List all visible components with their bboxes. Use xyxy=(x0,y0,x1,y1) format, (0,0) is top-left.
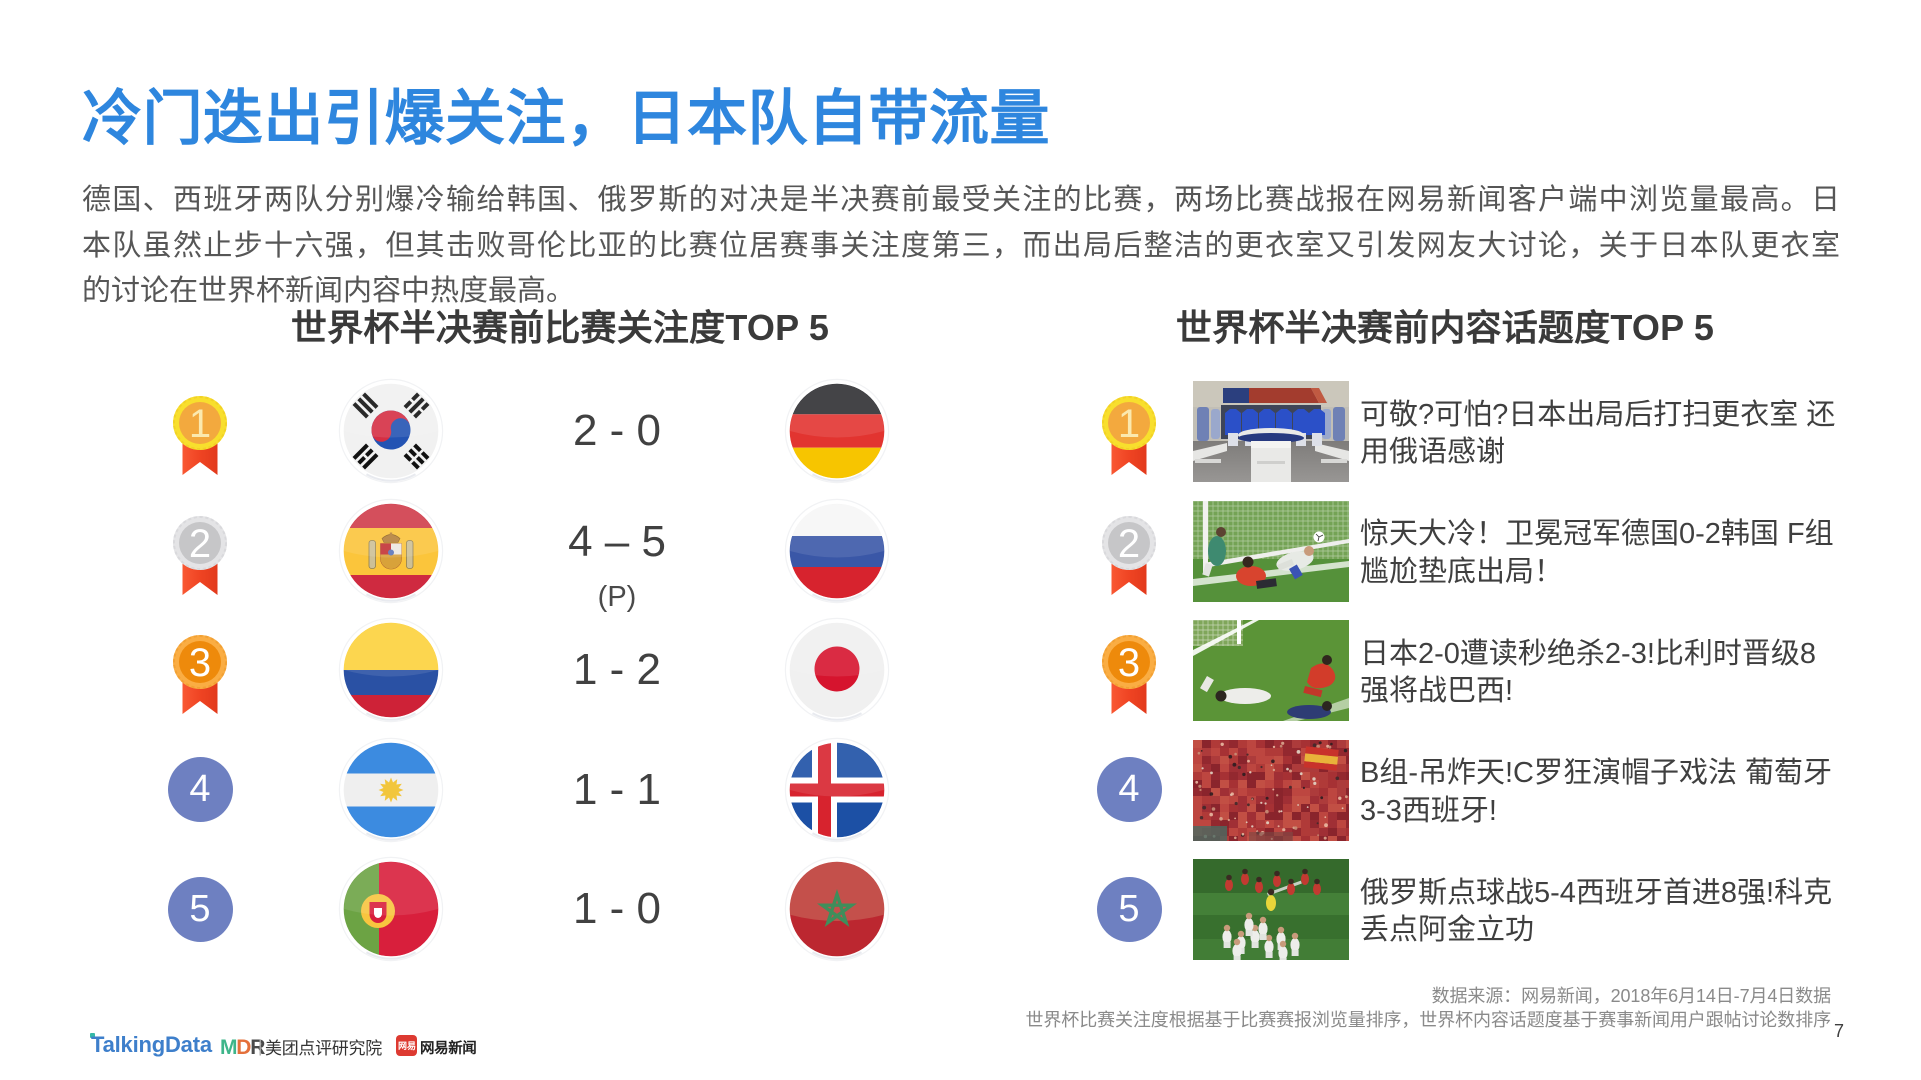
svg-text:3: 3 xyxy=(1118,641,1140,685)
svg-text:2: 2 xyxy=(1118,522,1140,566)
svg-text:1: 1 xyxy=(1118,402,1140,446)
svg-text:2: 2 xyxy=(189,522,211,566)
svg-text:3: 3 xyxy=(189,641,211,685)
svg-text:1: 1 xyxy=(189,402,211,446)
